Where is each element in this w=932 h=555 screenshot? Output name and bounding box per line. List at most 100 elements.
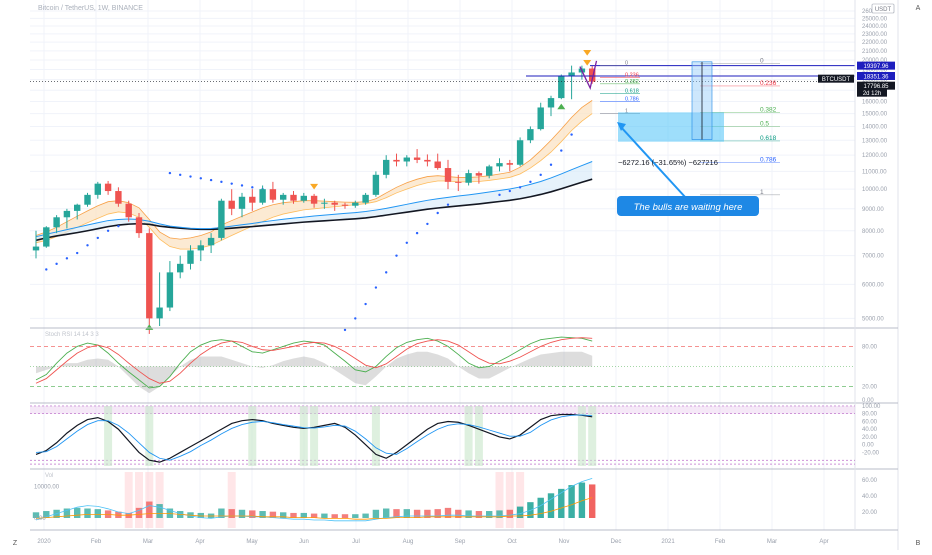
psar-dot: [374, 286, 378, 289]
callout-arrow: [619, 125, 687, 199]
candle-up: [156, 307, 163, 319]
stoch-rsi-title[interactable]: Stoch RSI 14 14 3 3: [45, 332, 99, 338]
volume-signal-band: [505, 472, 514, 528]
volume-signal-band: [135, 472, 143, 528]
fib-label: 0.618: [760, 135, 777, 142]
time-axis[interactable]: 2020 Feb Mar Apr May Jun Jul Aug Sep Oct Nov Dec 202…: [37, 539, 828, 545]
price-tick-label: 18000.00: [862, 78, 888, 84]
price-tick-label: 11000.00: [862, 169, 887, 175]
fib-label: 1: [760, 189, 764, 196]
volume-bar: [74, 507, 81, 518]
candle-down: [413, 157, 421, 160]
stoch-axis-label: 80.00: [862, 344, 878, 350]
volume-bar: [506, 509, 513, 518]
toolbar-button-a[interactable]: A: [916, 5, 921, 12]
symbol-title[interactable]: Bitcoin / TetherUS, 1W, BINANCE: [38, 5, 143, 12]
volume-bar: [496, 510, 503, 518]
volume-bar: [475, 511, 483, 518]
psar-dot: [96, 236, 100, 240]
fib-small-label: 0.786: [625, 97, 639, 103]
price-tick-label: 14000.00: [862, 124, 888, 130]
osc-signal-band: [145, 406, 154, 466]
osc-axis-label: 40.00: [862, 427, 878, 433]
psar-dot: [426, 222, 429, 226]
ma-band-fill: [36, 161, 593, 241]
psar-dot: [518, 186, 522, 189]
volume-bar: [156, 504, 163, 518]
volume-bar: [444, 507, 452, 518]
buy-signal-triangle: [557, 103, 566, 110]
candle-up: [486, 166, 493, 176]
currency-badge[interactable]: [871, 3, 895, 14]
candle-down: [444, 168, 452, 182]
price-tag-symbol-bg: [818, 74, 854, 83]
psar-dot: [508, 189, 511, 193]
volume-bar: [537, 497, 544, 518]
psar-dot: [45, 268, 48, 271]
price-tick-label: 9000.00: [862, 207, 884, 213]
candle-up: [94, 183, 101, 195]
osc-overbought-zone: [30, 406, 855, 414]
candle-down: [146, 233, 153, 319]
candle-down: [249, 196, 256, 203]
candle-down: [506, 163, 513, 165]
time-tick-label: Jun: [299, 539, 309, 545]
candle-up: [568, 72, 575, 76]
time-tick-label: Feb: [715, 539, 726, 545]
time-tick-label: Sep: [455, 539, 466, 545]
candle-up: [63, 210, 71, 218]
price-tick-label: 5000.00: [862, 316, 884, 322]
psar-dot: [189, 175, 192, 178]
time-tick-label: Oct: [507, 539, 517, 545]
price-tick-label: 24000.00: [862, 24, 888, 30]
candle-down: [341, 204, 349, 206]
psar-dot: [168, 171, 172, 175]
volume-bar: [228, 509, 235, 518]
psar-dot: [209, 178, 213, 182]
candle-up: [352, 202, 359, 206]
osc-black-line: [35, 413, 593, 463]
volume-bar: [403, 509, 410, 518]
osc-signal-band: [588, 406, 597, 466]
right-toolbar: [898, 0, 932, 550]
candle-down: [589, 68, 596, 82]
price-tag-level-bg: [857, 71, 895, 80]
candle-up: [300, 195, 307, 201]
candle-up: [218, 200, 225, 238]
time-tick-label: Feb: [91, 539, 102, 545]
price-tick-label: 16000.00: [862, 100, 888, 106]
volume-bar: [300, 512, 307, 518]
volume-bar: [218, 508, 225, 518]
candle-down: [331, 202, 338, 205]
callout[interactable]: The bulls are waiting here: [617, 122, 759, 216]
toolbar-button-b[interactable]: B: [916, 540, 921, 547]
psar-dot: [240, 184, 244, 187]
stoch-histogram-shade: [36, 351, 593, 394]
candle-up: [383, 159, 390, 175]
price-tag-high-bg: [857, 61, 895, 70]
psar-dot: [405, 241, 408, 245]
volume-bar: [84, 508, 91, 518]
price-tick-label: 20000.00: [862, 58, 888, 64]
price-tag-level: 18351.36: [863, 74, 889, 80]
candle-down: [434, 161, 441, 169]
fib-label: 0: [760, 58, 764, 65]
fib-small-label: 0: [625, 61, 628, 67]
volume-bar: [94, 509, 101, 518]
osc-signal-band: [464, 406, 473, 466]
volume-bar: [383, 508, 390, 518]
volume-signal-band: [145, 472, 154, 528]
volume-pane: 10000.00 0.00 60.00 40.00 20.00: [32, 472, 878, 528]
price-tick-label: 6000.00: [862, 282, 884, 288]
price-tag-last: 17796.85: [863, 84, 889, 90]
fib-label: 0.786: [760, 156, 777, 163]
zoom-reset-button[interactable]: Z: [13, 540, 18, 547]
candle-up: [516, 140, 524, 165]
candle-up: [527, 129, 534, 141]
price-tick-label: 8000.00: [862, 229, 884, 235]
drawings[interactable]: 00.2360.3820.6180.786100.2360.3820.50.61…: [145, 50, 780, 330]
volume-title[interactable]: Vol: [45, 473, 53, 479]
time-tick-label: 2020: [37, 539, 51, 545]
